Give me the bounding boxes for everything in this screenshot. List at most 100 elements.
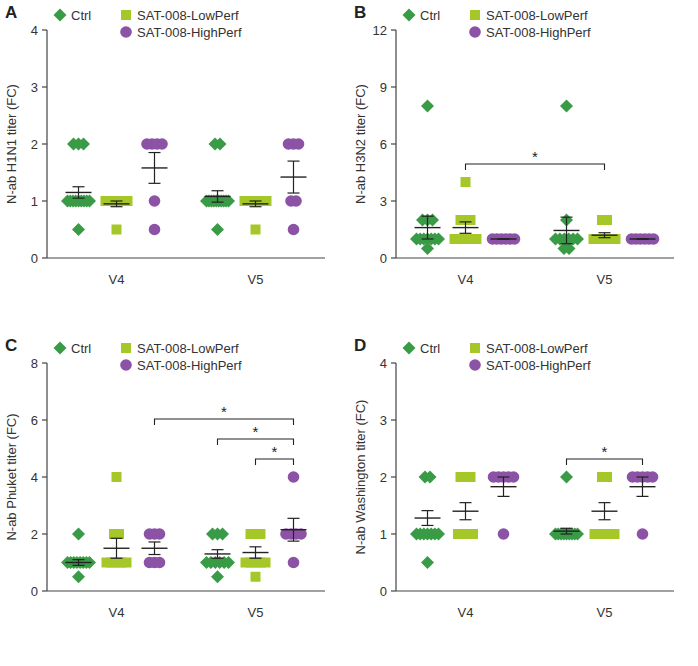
y-tick-label: 0 xyxy=(31,584,38,599)
error-cap xyxy=(111,558,123,559)
y-tick-label: 1 xyxy=(380,527,387,542)
legend-item: SAT-008-HighPerf xyxy=(469,358,591,373)
error-cap xyxy=(422,216,434,217)
error-bar xyxy=(422,511,434,526)
point xyxy=(112,472,122,482)
error-bar xyxy=(288,518,300,541)
legend-item: SAT-008-LowPerf xyxy=(121,341,239,356)
legend-item: Ctrl xyxy=(403,8,441,23)
error-cap xyxy=(250,200,262,201)
y-tick xyxy=(391,533,396,534)
error-stem xyxy=(293,518,294,541)
legend-label: Ctrl xyxy=(420,8,440,23)
legend-item: SAT-008-LowPerf xyxy=(121,8,239,23)
legend-item: Ctrl xyxy=(54,8,92,23)
error-cap xyxy=(422,238,434,239)
error-cap xyxy=(149,554,161,555)
error-cap xyxy=(599,519,611,520)
error-cap xyxy=(111,206,123,207)
legend-marker xyxy=(470,343,480,353)
y-tick xyxy=(42,533,47,534)
error-stem xyxy=(465,503,466,520)
error-bar xyxy=(599,233,611,238)
legend-marker xyxy=(469,26,481,38)
point xyxy=(421,100,434,113)
y-tick xyxy=(391,143,396,144)
error-stem xyxy=(427,216,428,239)
point xyxy=(288,224,300,236)
error-bar xyxy=(250,547,262,558)
error-cap xyxy=(561,528,573,529)
error-cap xyxy=(637,476,649,477)
y-tick-label: 12 xyxy=(373,23,387,38)
error-cap xyxy=(422,525,434,526)
mean-line xyxy=(491,238,517,239)
y-tick xyxy=(391,590,396,591)
error-stem xyxy=(427,511,428,526)
point xyxy=(211,223,224,236)
error-cap xyxy=(149,541,161,542)
background xyxy=(0,0,698,666)
panel: DN-ab Washington titer (FC)01234V4V5*Ctr… xyxy=(353,336,674,620)
point xyxy=(154,528,166,540)
y-tick xyxy=(42,143,47,144)
error-cap xyxy=(460,519,472,520)
error-cap xyxy=(460,233,472,234)
error-bar xyxy=(212,550,224,559)
point xyxy=(288,557,300,569)
legend-item: SAT-008-HighPerf xyxy=(120,358,242,373)
x-tick-label: V4 xyxy=(458,605,474,620)
point xyxy=(602,472,612,482)
error-cap xyxy=(288,541,300,542)
point xyxy=(560,100,573,113)
legend-label: SAT-008-HighPerf xyxy=(137,25,242,40)
error-cap xyxy=(599,502,611,503)
error-cap xyxy=(498,238,510,239)
panel: BN-ab H3N2 titer (FC)036912V4V5*CtrlSAT-… xyxy=(353,3,674,287)
point xyxy=(571,233,584,246)
point xyxy=(211,570,224,583)
legend-label: SAT-008-LowPerf xyxy=(137,341,239,356)
legend-label: SAT-008-LowPerf xyxy=(486,8,588,23)
error-stem xyxy=(566,528,567,534)
point xyxy=(468,529,478,539)
legend-marker xyxy=(120,26,132,38)
point xyxy=(72,570,85,583)
legend-label: SAT-008-HighPerf xyxy=(486,25,591,40)
legend-item: SAT-008-HighPerf xyxy=(120,25,242,40)
point xyxy=(122,558,132,568)
point xyxy=(421,556,434,569)
point xyxy=(261,558,271,568)
y-axis-label: N-ab H3N2 titer (FC) xyxy=(353,84,368,204)
error-stem xyxy=(78,187,79,198)
y-tick-label: 6 xyxy=(31,413,38,428)
error-bar xyxy=(498,477,510,496)
error-stem xyxy=(78,560,79,566)
panel: AN-ab H1N1 titer (FC)01234V4V5CtrlSAT-00… xyxy=(4,3,325,287)
error-bar xyxy=(149,153,161,184)
error-cap xyxy=(111,200,123,201)
legend-label: SAT-008-LowPerf xyxy=(137,8,239,23)
error-cap xyxy=(561,243,573,244)
y-tick-label: 0 xyxy=(380,584,387,599)
point xyxy=(466,215,476,225)
point xyxy=(251,225,261,235)
error-cap xyxy=(149,152,161,153)
panel-label: D xyxy=(354,336,366,355)
error-bar xyxy=(498,239,510,240)
significance-label: * xyxy=(272,443,278,460)
error-stem xyxy=(604,233,605,238)
error-stem xyxy=(503,477,504,496)
legend-marker xyxy=(121,343,131,353)
y-axis-label: N-ab H1N1 titer (FC) xyxy=(4,84,19,204)
legend-marker xyxy=(54,342,67,355)
error-cap xyxy=(637,238,649,239)
error-cap xyxy=(73,186,85,187)
y-tick xyxy=(42,86,47,87)
error-bar xyxy=(212,191,224,202)
point xyxy=(114,529,124,539)
panel: CN-ab Phuket titer (FC)02468V4V5***CtrlS… xyxy=(4,336,325,620)
legend-label: Ctrl xyxy=(420,341,440,356)
point xyxy=(77,138,90,151)
y-tick xyxy=(42,590,47,591)
